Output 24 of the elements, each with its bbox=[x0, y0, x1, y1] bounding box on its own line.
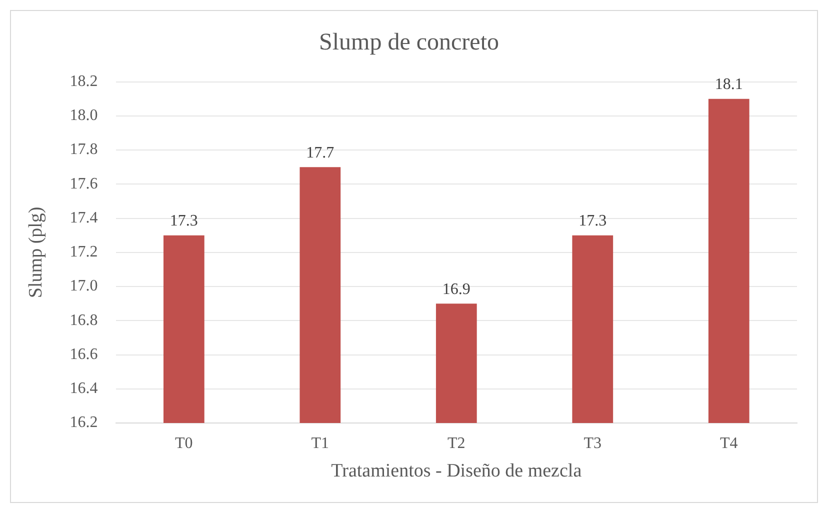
x-tick-label: T2 bbox=[448, 434, 466, 452]
y-tick-label: 16.6 bbox=[70, 346, 98, 363]
x-axis-title: Tratamientos - Diseño de mezcla bbox=[331, 460, 582, 482]
x-tick-label: T1 bbox=[311, 434, 330, 452]
y-tick-label: 17.4 bbox=[70, 209, 98, 226]
data-label: 17.3 bbox=[170, 212, 198, 230]
y-tick-label: 17.6 bbox=[70, 175, 98, 192]
y-tick-label: 17.8 bbox=[70, 141, 98, 158]
data-label: 17.3 bbox=[578, 212, 607, 230]
x-tick-label: T0 bbox=[175, 434, 193, 452]
y-tick-label: 17.2 bbox=[70, 244, 98, 261]
x-tick-label: T3 bbox=[584, 434, 602, 452]
y-tick-label: 18.0 bbox=[70, 107, 98, 124]
x-tick-label: T4 bbox=[720, 434, 738, 452]
y-tick-label: 17.0 bbox=[70, 278, 98, 295]
data-label: 16.9 bbox=[442, 280, 470, 298]
y-tick-label: 16.2 bbox=[70, 414, 98, 432]
y-tick-label: 18.2 bbox=[70, 73, 98, 90]
y-axis-title: Slump (plg) bbox=[25, 206, 46, 298]
y-tick-label: 16.4 bbox=[70, 380, 98, 398]
data-label: 17.7 bbox=[306, 144, 334, 162]
data-label: 18.1 bbox=[714, 76, 743, 94]
y-tick-label: 16.8 bbox=[70, 312, 98, 329]
chart-title: Slump de concreto bbox=[319, 30, 499, 56]
